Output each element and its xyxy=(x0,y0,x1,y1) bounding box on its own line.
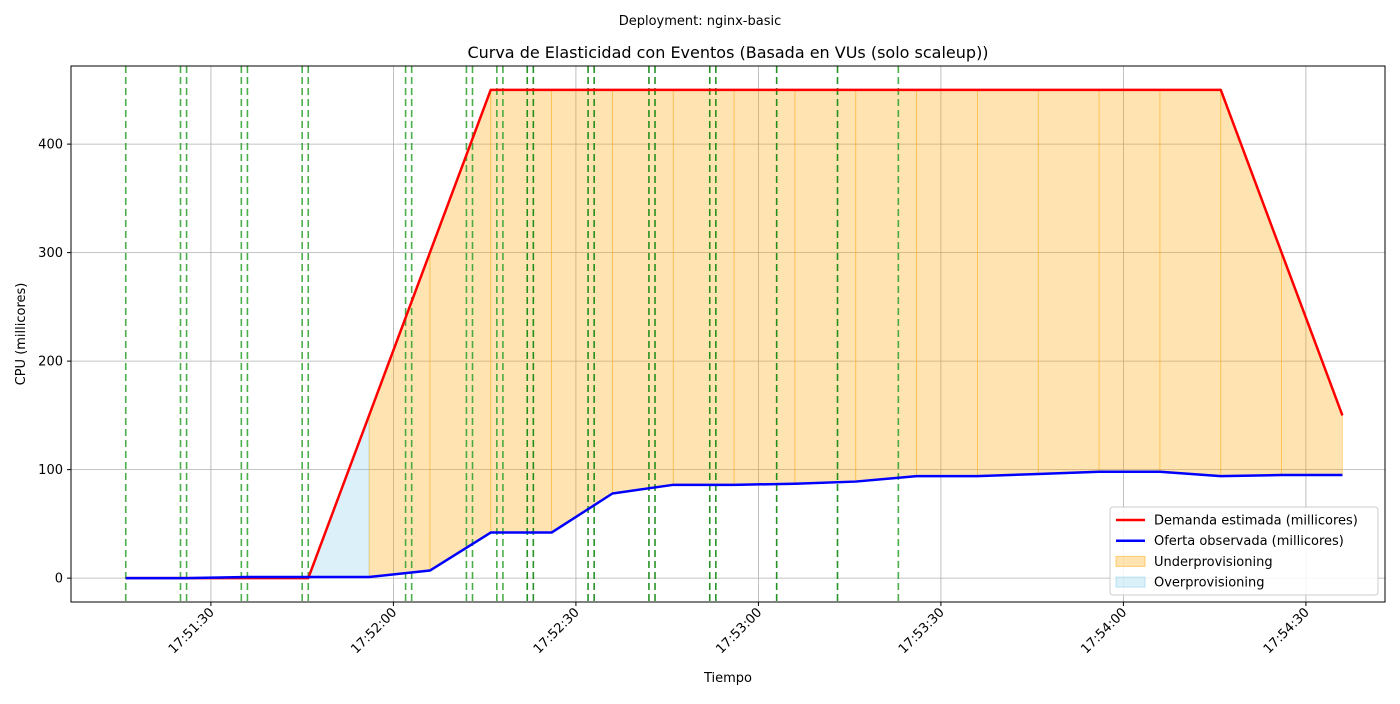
y-tick-label: 200 xyxy=(38,355,63,370)
underprovisioning-area xyxy=(672,89,735,486)
y-tick-label: 100 xyxy=(38,463,63,478)
y-axis-label: CPU (millicores) xyxy=(14,283,29,386)
legend-label: Demanda estimada (millicores) xyxy=(1154,514,1358,529)
underprovisioning-area xyxy=(368,252,431,578)
x-axis-ticks: 17:51:30 17:52:00 17:52:30 17:53:00 17:53:30… xyxy=(166,602,1313,657)
chart-suptitle: Deployment: nginx-basic xyxy=(619,14,782,29)
y-tick-label: 0 xyxy=(55,572,63,587)
legend-label: Underprovisioning xyxy=(1154,555,1273,570)
underprovisioning-area xyxy=(1159,89,1222,477)
legend: Demanda estimada (millicores) Oferta obse… xyxy=(1109,506,1379,596)
grid xyxy=(71,66,1385,602)
underprovisioning-area xyxy=(855,89,917,483)
underprovisioning-area xyxy=(490,89,552,533)
underprovisioning-area xyxy=(1037,89,1100,475)
supply-series-line xyxy=(125,470,1343,580)
underprovisioning-area xyxy=(794,89,857,485)
y-tick-label: 400 xyxy=(38,138,63,153)
x-tick-label: 17:54:30 xyxy=(1261,605,1313,657)
series-lines xyxy=(125,88,1344,580)
underprovisioning-area xyxy=(1220,89,1282,477)
legend-patch-swatch xyxy=(1115,576,1146,588)
underprovisioning-area xyxy=(733,89,796,486)
legend-label: Overprovisioning xyxy=(1154,576,1265,591)
x-tick-label: 17:51:30 xyxy=(166,605,218,657)
underprovisioning-area xyxy=(1098,89,1161,473)
legend-patch-swatch xyxy=(1115,555,1146,567)
x-tick-label: 17:52:30 xyxy=(531,605,583,657)
demand-series-line xyxy=(125,88,1344,580)
y-tick-label: 300 xyxy=(38,246,63,261)
underprovisioning-area xyxy=(612,89,674,494)
legend-label: Oferta observada (millicores) xyxy=(1154,534,1344,549)
x-tick-label: 17:54:00 xyxy=(1078,605,1130,657)
underprovisioning-area xyxy=(429,89,492,572)
x-tick-label: 17:52:00 xyxy=(348,605,400,657)
x-tick-label: 17:53:30 xyxy=(896,605,948,657)
x-tick-label: 17:53:00 xyxy=(713,605,765,657)
underprovisioning-area xyxy=(1281,252,1343,476)
x-axis-label: Tiempo xyxy=(703,671,752,686)
event-lines xyxy=(124,66,900,602)
plot-frame xyxy=(70,65,1386,603)
underprovisioning-area xyxy=(551,89,613,534)
legend-box xyxy=(1109,506,1379,596)
underprovisioning-area xyxy=(916,89,978,477)
chart-title: Curva de Elasticidad con Eventos (Basada… xyxy=(467,43,988,62)
y-axis-ticks: 0 100 200 300 400 xyxy=(38,138,71,587)
underprovisioning-area xyxy=(977,89,1039,477)
